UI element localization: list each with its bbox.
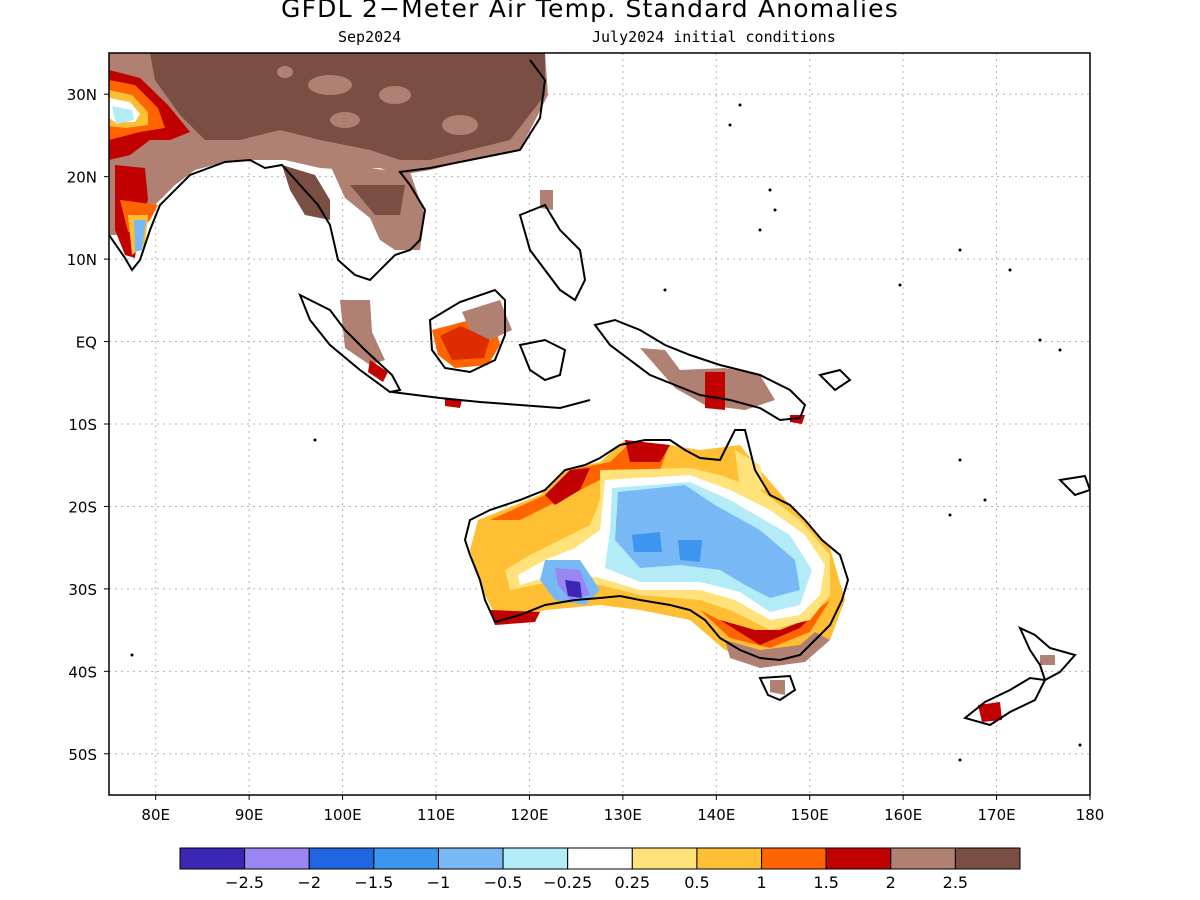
colorbar-swatch: [890, 847, 956, 870]
colorbar-swatch: [437, 847, 504, 870]
lon-tick-label: 170E: [978, 806, 1016, 824]
colorbar-legend: [179, 847, 1021, 870]
colorbar-label: 1.5: [813, 873, 838, 892]
colorbar-swatch: [308, 847, 375, 870]
colorbar-label: −2: [297, 873, 321, 892]
lon-tick-label: 180: [1076, 806, 1105, 824]
colorbar-labels: −2.5 −2 −1.5 −1 −0.5 −0.25 0.25 0.5 1 1.5 2 2.5: [225, 873, 968, 892]
lat-tick-label: 50S: [68, 746, 97, 764]
colorbar-swatch: [761, 847, 827, 870]
colorbar-label: 2.5: [943, 873, 968, 892]
colorbar-label: 0.25: [614, 873, 650, 892]
colorbar-label: −2.5: [225, 873, 264, 892]
lat-tick-label: 10N: [67, 251, 97, 269]
lon-tick-label: 90E: [235, 806, 264, 824]
colorbar-swatch: [373, 847, 439, 870]
colorbar-swatch: [567, 847, 633, 870]
latitude-axis: 30N 20N 10N EQ 10S 20S 30S 40S 50S: [67, 86, 109, 764]
india-anomaly-region: [109, 70, 190, 258]
lat-tick-label: 10S: [68, 416, 97, 434]
colorbar-swatch: [502, 847, 569, 870]
lon-tick-label: 160E: [884, 806, 922, 824]
lon-tick-label: 80E: [141, 806, 170, 824]
valid-month-label: Sep2024: [338, 28, 402, 46]
colorbar-swatch: [179, 847, 246, 870]
lon-tick-label: 140E: [697, 806, 735, 824]
lon-tick-label: 150E: [791, 806, 829, 824]
colorbar-swatch: [244, 847, 310, 870]
colorbar-label: 2: [886, 873, 896, 892]
colorbar-label: 0.5: [684, 873, 709, 892]
new-zealand-anomaly-region: [978, 655, 1055, 722]
colorbar-label: −1: [427, 873, 451, 892]
lat-tick-label: 40S: [68, 663, 97, 681]
longitude-axis: 80E 90E 100E 110E 120E 130E 140E 150E 160E 170E 18…: [141, 795, 1104, 824]
coastlines: [109, 59, 1090, 727]
colorbar-swatch: [631, 847, 698, 870]
lat-tick-label: 20N: [67, 169, 97, 187]
map-canvas: [109, 53, 1090, 795]
colorbar-label: −0.25: [543, 873, 592, 892]
maritime-anomaly-region: [340, 190, 805, 424]
colorbar-label: −1.5: [354, 873, 393, 892]
colorbar-swatch: [825, 847, 892, 870]
colorbar-swatch: [954, 847, 1021, 870]
lat-tick-label: EQ: [76, 334, 97, 352]
colorbar-swatch: [696, 847, 763, 870]
lat-tick-label: 30S: [68, 581, 97, 599]
colorbar-label: −0.5: [484, 873, 523, 892]
lat-tick-label: 20S: [68, 498, 97, 516]
lat-tick-label: 30N: [67, 86, 97, 104]
australia-anomaly-region: [470, 440, 845, 695]
lon-tick-label: 110E: [417, 806, 455, 824]
asia-anomaly-region: [109, 53, 548, 250]
island-markers: [130, 103, 1082, 762]
lon-tick-label: 130E: [604, 806, 642, 824]
colorbar-label: 1: [756, 873, 766, 892]
lon-tick-label: 120E: [510, 806, 548, 824]
init-conditions-label: July2024 initial conditions: [592, 28, 836, 46]
lon-tick-label: 100E: [324, 806, 362, 824]
chart-title: GFDL 2−Meter Air Temp. Standard Anomalie…: [281, 0, 899, 23]
